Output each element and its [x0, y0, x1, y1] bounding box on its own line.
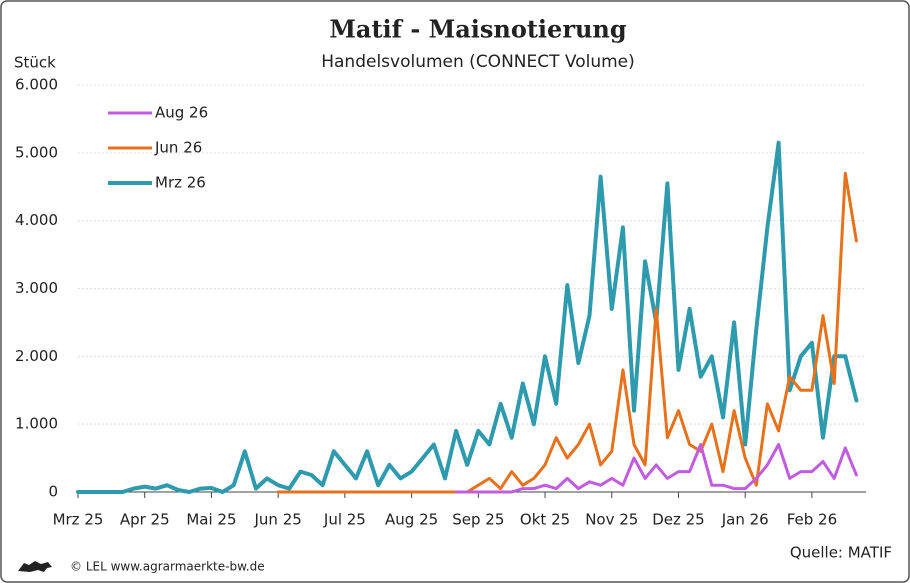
y-tick-label: 3.000 — [15, 279, 58, 297]
logo — [18, 561, 52, 572]
y-tick-label: 0 — [48, 483, 58, 501]
x-tick-label: Mrz 25 — [53, 511, 104, 529]
credit: © LEL www.agrarmaerkte-bw.de — [70, 560, 265, 574]
y-tick-label: 2.000 — [15, 347, 58, 365]
x-tick-label: Jun 25 — [254, 511, 302, 529]
y-tick-label: 1.000 — [15, 415, 58, 433]
x-tick-label: Nov 25 — [585, 511, 638, 529]
chart-subtitle: Handelsvolumen (CONNECT Volume) — [321, 52, 635, 72]
x-tick-label: Okt 25 — [520, 511, 570, 529]
x-tick-label: Jul 25 — [323, 511, 366, 529]
y-tick-label: 6.000 — [15, 76, 58, 94]
x-tick-label: Feb 26 — [787, 511, 837, 529]
x-tick-label: Apr 25 — [120, 511, 170, 529]
series-line — [454, 443, 858, 494]
legend-label: Mrz 26 — [155, 174, 206, 192]
x-tick-label: Mai 25 — [186, 511, 236, 529]
x-tick-label: Dez 25 — [652, 511, 705, 529]
legend-label: Aug 26 — [155, 104, 208, 122]
source: Quelle: MATIF — [790, 544, 892, 562]
y-tick-label: 4.000 — [15, 211, 58, 229]
series-line — [276, 171, 858, 494]
series-line — [76, 140, 859, 494]
x-tick-label: Aug 25 — [385, 511, 438, 529]
x-tick-label: Sep 25 — [452, 511, 504, 529]
y-tick-label: 5.000 — [15, 143, 58, 161]
chart-title: Matif - Maisnotierung — [329, 15, 627, 44]
x-tick-label: Jan 26 — [721, 511, 769, 529]
legend-label: Jun 26 — [154, 139, 202, 157]
y-axis-label: Stück — [14, 54, 56, 72]
